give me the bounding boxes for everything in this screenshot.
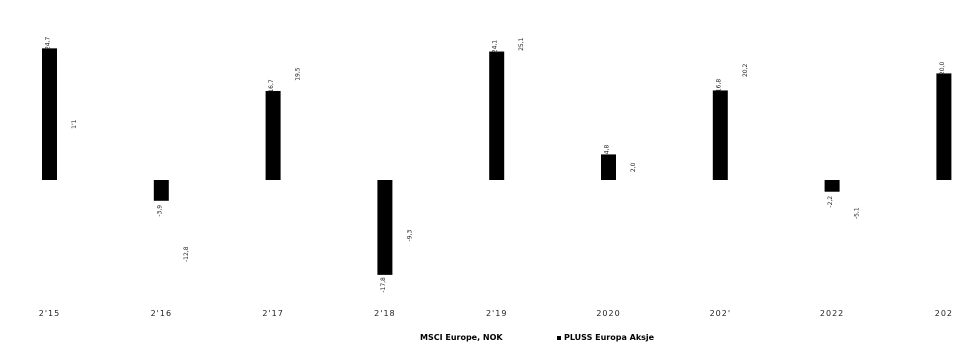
data-label-msci-2021: 20,2	[742, 63, 749, 77]
legend: MSCI Europe, NOK PLUSS Europa Aksje	[0, 333, 966, 345]
data-label-pluss-2023: 20,0	[939, 62, 946, 76]
bar-pluss-2020	[601, 154, 616, 180]
data-label-pluss-2015: 24,7	[45, 36, 52, 50]
bar-pluss-2022	[824, 180, 840, 192]
bar-pluss-2017	[265, 90, 281, 180]
legend-label-pluss: PLUSS Europa Aksje	[564, 333, 655, 342]
x-tick-2023: 202	[935, 309, 953, 318]
data-label-pluss-2020: 4,8	[604, 144, 611, 154]
data-label-msci-2015: 1'1	[71, 119, 78, 128]
x-tick-2016: 2'16	[151, 309, 172, 318]
data-label-msci-2017: 19,5	[295, 67, 302, 81]
x-tick-2022: 2022	[820, 309, 844, 318]
x-tick-2017: 2'17	[262, 309, 283, 318]
data-label-pluss-2021: 16,8	[715, 79, 722, 93]
legend-item-pluss: PLUSS Europa Aksje	[557, 333, 654, 342]
data-label-msci-2022: -5,1	[854, 207, 861, 219]
data-label-pluss-2018: -17,8	[380, 277, 387, 293]
legend-label-msci: MSCI Europe, NOK	[420, 333, 503, 342]
x-tick-2019: 2'19	[486, 309, 507, 318]
x-tick-2015: 2'15	[39, 309, 60, 318]
bar-pluss-2019	[489, 51, 505, 181]
data-label-msci-2020: 2,0	[630, 162, 637, 172]
bar-pluss-2023	[936, 73, 952, 180]
legend-swatch-pluss	[557, 335, 561, 340]
data-label-msci-2018: -9,3	[406, 230, 413, 242]
x-tick-2018: 2'18	[374, 309, 395, 318]
data-label-msci-2019: 25,1	[518, 37, 525, 51]
bar-pluss-2015	[42, 48, 57, 180]
bar-pluss-2021	[712, 90, 728, 180]
bar-pluss-2018	[377, 180, 393, 275]
data-label-pluss-2019: 24,1	[492, 40, 499, 54]
x-tick-2021: 202'	[710, 309, 731, 318]
data-label-msci-2016: -12,8	[183, 246, 190, 262]
bar-chart: 24,7 1'1 2'15 -3,9 -12,8 2'16 16,7 19,5 2'17 -17,…	[39, 36, 953, 318]
data-label-pluss-2022: -2,2	[827, 196, 834, 208]
x-tick-2020: 2020	[596, 309, 620, 318]
data-label-pluss-2016: -3,9	[156, 205, 163, 217]
legend-item-msci: MSCI Europe, NOK	[420, 333, 503, 342]
bar-pluss-2016	[153, 180, 169, 201]
data-label-pluss-2017: 16,7	[268, 79, 275, 93]
